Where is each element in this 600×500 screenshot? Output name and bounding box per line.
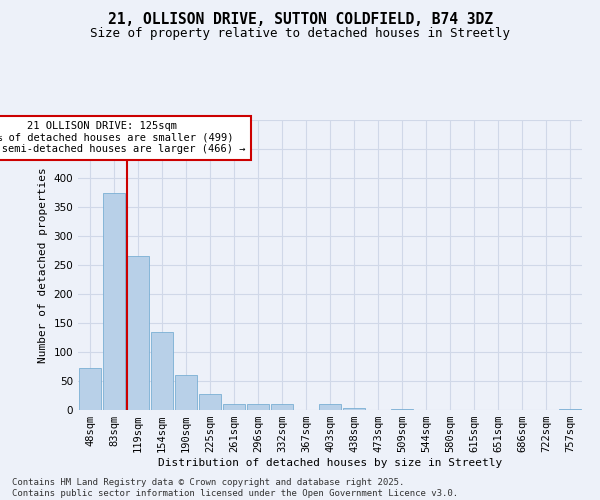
- Bar: [391, 409, 413, 410]
- Bar: [151, 332, 173, 410]
- Y-axis label: Number of detached properties: Number of detached properties: [38, 167, 48, 363]
- Text: Contains HM Land Registry data © Crown copyright and database right 2025.
Contai: Contains HM Land Registry data © Crown c…: [12, 478, 458, 498]
- X-axis label: Distribution of detached houses by size in Streetly: Distribution of detached houses by size …: [158, 458, 502, 468]
- Bar: [319, 404, 341, 410]
- Bar: [223, 404, 245, 410]
- Bar: [247, 404, 269, 410]
- Bar: [199, 394, 221, 410]
- Bar: [127, 256, 149, 410]
- Bar: [175, 375, 197, 410]
- Bar: [103, 192, 125, 410]
- Text: Size of property relative to detached houses in Streetly: Size of property relative to detached ho…: [90, 28, 510, 40]
- Bar: [271, 404, 293, 410]
- Text: 21, OLLISON DRIVE, SUTTON COLDFIELD, B74 3DZ: 21, OLLISON DRIVE, SUTTON COLDFIELD, B74…: [107, 12, 493, 28]
- Bar: [79, 368, 101, 410]
- Bar: [343, 408, 365, 410]
- Text: 21 OLLISON DRIVE: 125sqm
← 51% of detached houses are smaller (499)
48% of semi-: 21 OLLISON DRIVE: 125sqm ← 51% of detach…: [0, 121, 246, 154]
